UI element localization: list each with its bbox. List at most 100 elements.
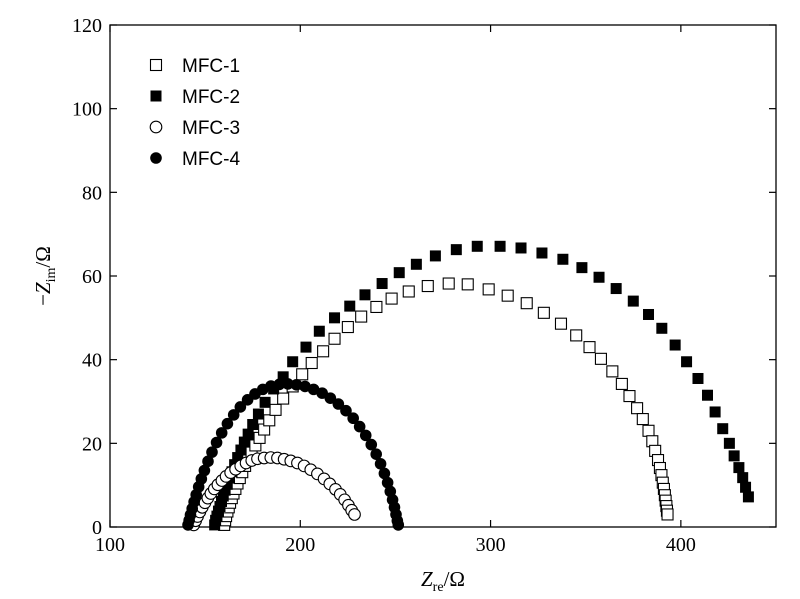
data-point — [740, 481, 752, 493]
data-point — [348, 508, 361, 521]
legend-marker — [150, 90, 162, 102]
y-tick-label: 40 — [82, 350, 102, 372]
legend-label: MFC-3 — [182, 118, 240, 139]
data-point — [402, 285, 415, 298]
data-point — [221, 417, 234, 430]
data-point — [329, 312, 341, 324]
data-point — [701, 389, 713, 401]
data-point — [359, 289, 371, 301]
legend-marker — [149, 58, 163, 72]
data-point — [606, 365, 619, 378]
x-tick-label: 400 — [666, 534, 696, 556]
data-point — [206, 446, 218, 458]
data-point — [277, 371, 289, 383]
y-tick-label: 60 — [82, 266, 102, 288]
data-point — [202, 455, 214, 468]
data-point — [681, 356, 693, 368]
data-point — [583, 341, 596, 354]
data-point — [461, 278, 474, 291]
data-point — [277, 392, 290, 405]
data-point — [709, 406, 721, 418]
data-point — [610, 283, 622, 295]
data-point — [656, 322, 668, 334]
data-point — [421, 279, 434, 293]
axis-ticks: 100 200 300 400 0 20 40 60 80 100 120 — [72, 15, 776, 556]
y-tick-label: 120 — [72, 15, 102, 37]
data-point — [554, 317, 568, 330]
y-tick-label: 0 — [92, 517, 102, 539]
data-point — [410, 258, 422, 270]
legend-marker — [149, 120, 163, 134]
data-point — [471, 240, 483, 252]
data-point — [376, 278, 388, 290]
x-tick-label: 300 — [476, 534, 506, 556]
data-point — [235, 444, 247, 456]
data-point — [217, 490, 229, 502]
y-tick-label: 20 — [82, 433, 102, 455]
y-axis-title: −Zim/Ω — [31, 246, 59, 306]
data-point — [661, 508, 674, 521]
y-tick-label: 100 — [72, 99, 102, 121]
data-point — [221, 478, 233, 490]
data-point — [643, 308, 655, 320]
data-point — [393, 267, 405, 279]
data-point — [733, 462, 745, 474]
series-mfc-4 — [182, 378, 405, 531]
data-point — [737, 472, 749, 484]
x-axis-title: Zre/Ω — [421, 567, 465, 595]
data-series — [182, 240, 754, 532]
data-point — [355, 310, 368, 323]
data-point — [392, 519, 405, 531]
data-point — [238, 436, 250, 448]
legend-marker — [150, 152, 162, 164]
data-point — [273, 378, 286, 391]
y-tick-label: 80 — [82, 182, 102, 204]
data-point — [378, 467, 391, 480]
data-point — [669, 339, 681, 351]
data-point — [359, 429, 372, 442]
data-point — [728, 450, 740, 462]
data-point — [300, 341, 312, 353]
legend-label: MFC-1 — [182, 56, 240, 77]
data-point — [263, 414, 276, 427]
data-point — [234, 401, 247, 413]
data-point — [269, 403, 282, 416]
data-point — [742, 491, 754, 503]
data-point — [494, 240, 506, 252]
data-point — [370, 300, 383, 314]
data-point — [198, 464, 211, 477]
data-point — [570, 329, 583, 342]
data-point — [631, 402, 644, 415]
data-point — [328, 332, 341, 345]
data-point — [501, 289, 514, 302]
data-point — [627, 295, 639, 307]
data-point — [219, 484, 231, 496]
data-point — [305, 356, 318, 370]
data-point — [442, 277, 455, 290]
data-point — [215, 427, 228, 439]
data-point — [515, 242, 527, 254]
data-point — [692, 372, 704, 384]
data-point — [282, 378, 294, 390]
legend: MFC-1 MFC-2 MFC-3 MFC-4 — [149, 56, 240, 170]
data-point — [365, 438, 378, 451]
series-mfc-1 — [218, 277, 674, 531]
data-point — [287, 356, 299, 368]
data-point — [341, 320, 354, 334]
data-point — [313, 325, 325, 337]
data-point — [723, 437, 735, 449]
data-point — [347, 412, 359, 425]
data-point — [537, 306, 550, 319]
data-point — [636, 413, 649, 426]
data-point — [717, 423, 729, 435]
data-point — [252, 408, 264, 420]
data-point — [536, 247, 548, 259]
data-point — [370, 448, 383, 461]
data-point — [429, 250, 441, 262]
data-point — [642, 424, 655, 437]
data-point — [227, 409, 240, 421]
data-point — [594, 352, 607, 365]
data-point — [247, 419, 259, 431]
data-point — [344, 300, 356, 312]
data-point — [317, 345, 330, 358]
